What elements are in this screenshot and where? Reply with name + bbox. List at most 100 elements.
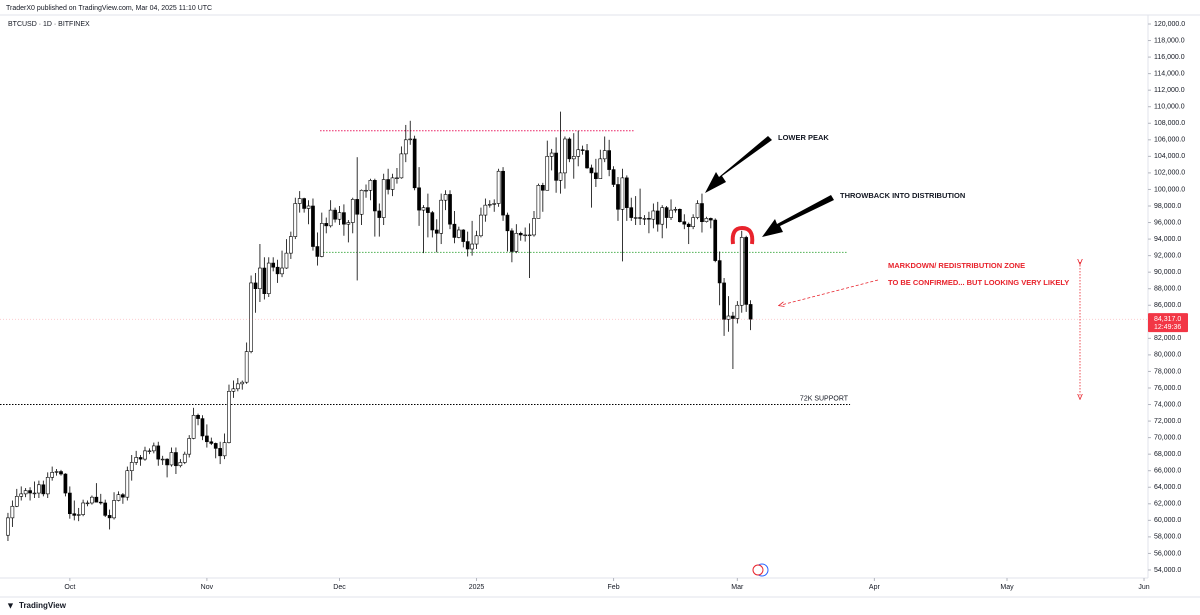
candle-body [390, 177, 395, 190]
candle-body [439, 199, 444, 234]
candle-body [103, 502, 108, 516]
candle-body [589, 167, 594, 174]
candle-body [722, 282, 726, 320]
candle-body [107, 515, 112, 519]
candle-body [258, 267, 262, 290]
last-price-label: 84,317.0 [1154, 316, 1181, 323]
last-price-tag [1148, 313, 1188, 333]
candle-body [686, 223, 691, 227]
candle-body [726, 315, 731, 320]
candle-body [191, 414, 196, 439]
candle-body [143, 450, 147, 460]
candle-body [704, 218, 709, 223]
candle-body [253, 282, 258, 290]
candle-body [510, 230, 514, 252]
y-tick-label: 82,000.0 [1154, 335, 1181, 342]
candle-body [222, 442, 227, 457]
candle-body [633, 217, 638, 219]
candle-body [244, 351, 249, 383]
candle-body [262, 267, 267, 294]
y-tick-label: 86,000.0 [1154, 302, 1181, 309]
candle-body [337, 212, 342, 220]
candle-body [731, 315, 735, 319]
y-tick-label: 116,000.0 [1154, 54, 1185, 61]
candle-body [563, 138, 567, 174]
candle-body [200, 418, 205, 437]
x-tick-label: May [1000, 584, 1014, 591]
candle-body [19, 493, 24, 497]
annotation: LOWER PEAK [778, 133, 829, 142]
y-tick-label: 74,000.0 [1154, 401, 1181, 408]
candle-body [434, 229, 439, 234]
candle-body [470, 243, 474, 250]
y-tick-label: 120,000.0 [1154, 21, 1185, 28]
candle-body [417, 187, 421, 211]
candle-body [121, 494, 125, 498]
y-tick-label: 72,000.0 [1154, 418, 1181, 425]
candle-body [355, 199, 360, 215]
candle-body [218, 448, 222, 457]
header: TraderX0 published on TradingView.com, M… [6, 5, 212, 12]
arrow [705, 136, 772, 193]
y-tick-label: 102,000.0 [1154, 170, 1185, 177]
candle-body [624, 177, 629, 208]
candle-body [368, 180, 373, 191]
candle-body [284, 252, 289, 269]
candle-body [319, 223, 324, 257]
candle-body [6, 517, 10, 536]
candle-body [178, 462, 183, 467]
candle-body [364, 189, 368, 192]
candle-body [297, 198, 302, 204]
candle-body [408, 138, 413, 141]
candle-body [536, 185, 541, 219]
candle-body [558, 172, 563, 181]
countdown: 12:49:36 [1154, 324, 1181, 331]
candle-body [134, 457, 138, 463]
candle-body [412, 138, 417, 189]
candle-body [448, 194, 452, 225]
candle-body [235, 383, 240, 390]
candle-body [465, 241, 470, 250]
candle-body [165, 458, 169, 466]
y-tick-label: 90,000.0 [1154, 269, 1181, 276]
y-tick-label: 98,000.0 [1154, 203, 1181, 210]
y-tick-label: 96,000.0 [1154, 219, 1181, 226]
candle-body [147, 450, 152, 452]
candle-body [620, 177, 625, 210]
candle-body [549, 152, 554, 157]
candle-body [717, 260, 722, 284]
candle-body [328, 209, 333, 227]
candle-body [713, 219, 718, 261]
candle-body [487, 204, 492, 206]
candle-body [28, 490, 32, 494]
y-tick-label: 110,000.0 [1154, 104, 1185, 111]
candle-body [744, 237, 749, 305]
candle-body [430, 212, 435, 231]
candle-body [642, 218, 647, 220]
candle-body [350, 199, 355, 223]
candle-body [90, 496, 94, 504]
candle-body [660, 207, 665, 225]
y-tick-label: 92,000.0 [1154, 252, 1181, 259]
candle-body [231, 388, 236, 392]
candle-body [456, 229, 461, 238]
candle-body [479, 214, 483, 237]
candle-body [59, 471, 63, 475]
symbol: BTCUSD · 1D · BITFINEX [8, 21, 90, 28]
candle-body [518, 232, 523, 236]
candle-body [67, 492, 72, 515]
candle-body [125, 470, 130, 498]
candle-body [452, 223, 457, 238]
candle-body [483, 204, 488, 216]
candle-body [289, 236, 293, 254]
candle-body [474, 235, 479, 245]
candle-body [540, 185, 545, 191]
candle-body [54, 471, 59, 473]
candle-body [45, 477, 50, 495]
brand-logo: ▼ [6, 600, 15, 610]
candle-body [249, 282, 253, 352]
candle-body [669, 209, 673, 218]
candle-body [629, 207, 634, 218]
y-tick-label: 114,000.0 [1154, 70, 1185, 77]
candle-body [691, 217, 695, 227]
